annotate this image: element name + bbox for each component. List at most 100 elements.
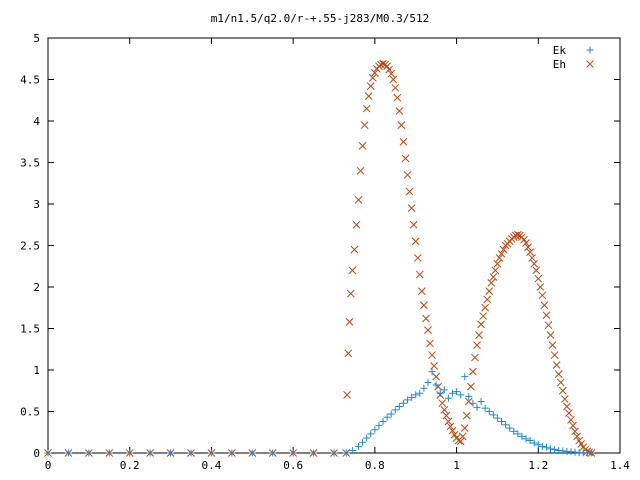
data-point-eh xyxy=(399,137,408,146)
data-point-eh xyxy=(389,75,398,84)
data-point-eh xyxy=(464,397,473,406)
plot-frame xyxy=(47,37,621,454)
data-point-eh xyxy=(417,287,426,296)
data-point-eh xyxy=(534,274,543,283)
data-point-eh xyxy=(345,318,354,326)
data-point-eh xyxy=(413,254,422,262)
data-point-ek xyxy=(167,449,175,457)
y-tick-label: 5 xyxy=(33,32,40,45)
data-point-eh xyxy=(554,370,563,379)
x-tick-label: 0.8 xyxy=(365,459,385,472)
data-point-eh xyxy=(360,121,369,130)
data-point-ek xyxy=(416,389,424,397)
y-tick-label: 4.5 xyxy=(20,74,40,87)
data-point-eh xyxy=(491,266,500,275)
data-point-ek xyxy=(448,389,456,397)
data-point-eh xyxy=(401,154,410,163)
y-tick-label: 2 xyxy=(33,281,40,294)
data-point-eh xyxy=(467,382,475,391)
data-point-eh xyxy=(362,104,371,113)
y-tick-label: 3 xyxy=(33,198,40,211)
data-point-eh xyxy=(469,367,477,376)
data-point-ek xyxy=(399,399,407,407)
data-point-eh xyxy=(358,142,367,150)
data-point-ek xyxy=(395,403,403,411)
data-point-ek xyxy=(105,449,113,457)
data-point-ek xyxy=(481,404,489,412)
data-point-eh xyxy=(530,259,539,268)
data-point-eh xyxy=(343,391,351,399)
data-point-ek xyxy=(228,449,236,457)
data-point-ek xyxy=(420,384,428,392)
data-point-ek xyxy=(342,449,350,457)
data-point-ek xyxy=(289,449,297,457)
data-point-ek xyxy=(514,430,522,438)
y-tick-label: 4 xyxy=(33,115,40,128)
data-point-eh xyxy=(499,245,508,254)
data-point-ek xyxy=(485,408,493,415)
data-point-ek xyxy=(64,449,72,457)
data-point-ek xyxy=(363,434,371,442)
data-point-eh xyxy=(481,303,490,312)
data-point-eh xyxy=(569,421,577,430)
data-point-ek xyxy=(412,391,420,399)
y-tick-label: 1.5 xyxy=(20,323,40,336)
data-point-eh xyxy=(536,283,545,291)
data-point-eh xyxy=(371,69,379,77)
data-point-eh xyxy=(550,351,559,359)
data-point-eh xyxy=(424,326,432,335)
data-point-eh xyxy=(473,341,481,349)
data-point-eh xyxy=(558,386,567,395)
data-point-eh xyxy=(563,402,571,411)
data-point-eh xyxy=(385,65,394,74)
data-point-eh xyxy=(524,243,532,252)
data-point-eh xyxy=(444,417,453,426)
data-point-eh xyxy=(420,301,428,310)
data-point-ek xyxy=(444,394,452,402)
data-point-ek xyxy=(506,424,514,432)
x-tick-label: 1 xyxy=(453,459,460,472)
data-point-ek xyxy=(498,417,506,425)
data-point-ek xyxy=(465,393,473,401)
data-point-ek xyxy=(404,396,412,404)
data-point-ek xyxy=(383,413,391,421)
data-point-eh xyxy=(368,73,377,82)
data-point-ek xyxy=(453,388,461,396)
data-point-ek xyxy=(469,399,477,407)
legend-label-ek: Ek xyxy=(553,44,567,57)
data-point-ek xyxy=(248,449,256,457)
data-point-ek xyxy=(502,421,510,429)
data-point-eh xyxy=(403,171,412,179)
x-tick-label: 0.4 xyxy=(201,459,221,472)
data-point-ek xyxy=(424,378,432,386)
data-point-ek xyxy=(432,381,440,389)
data-point-eh xyxy=(489,273,498,281)
data-point-eh xyxy=(475,331,483,339)
data-point-eh xyxy=(356,166,365,175)
x-tick-label: 0.6 xyxy=(283,459,303,472)
data-point-ek xyxy=(522,435,530,443)
data-point-ek xyxy=(587,449,595,457)
data-point-eh xyxy=(479,312,487,320)
data-point-eh xyxy=(560,395,569,403)
data-point-eh xyxy=(407,204,416,213)
y-tick-label: 2.5 xyxy=(20,240,40,253)
data-point-eh xyxy=(428,351,436,359)
data-point-ek xyxy=(269,449,277,457)
data-point-eh xyxy=(552,361,561,369)
data-point-eh xyxy=(556,378,565,387)
data-point-eh xyxy=(548,341,557,349)
chart-title: m1/n1.5/q2.0/r-+.55-j283/M0.3/512 xyxy=(211,12,430,25)
data-point-ek xyxy=(436,389,444,397)
data-point-ek xyxy=(489,411,497,419)
data-point-eh xyxy=(438,399,447,408)
data-point-ek xyxy=(126,449,134,457)
data-point-eh xyxy=(409,220,418,229)
data-point-eh xyxy=(397,121,406,130)
data-point-eh xyxy=(567,415,575,424)
legend-marker-eh xyxy=(586,60,594,68)
data-point-eh xyxy=(366,82,375,90)
data-point-ek xyxy=(408,393,416,401)
data-point-eh xyxy=(477,320,485,329)
data-point-ek xyxy=(477,398,485,406)
